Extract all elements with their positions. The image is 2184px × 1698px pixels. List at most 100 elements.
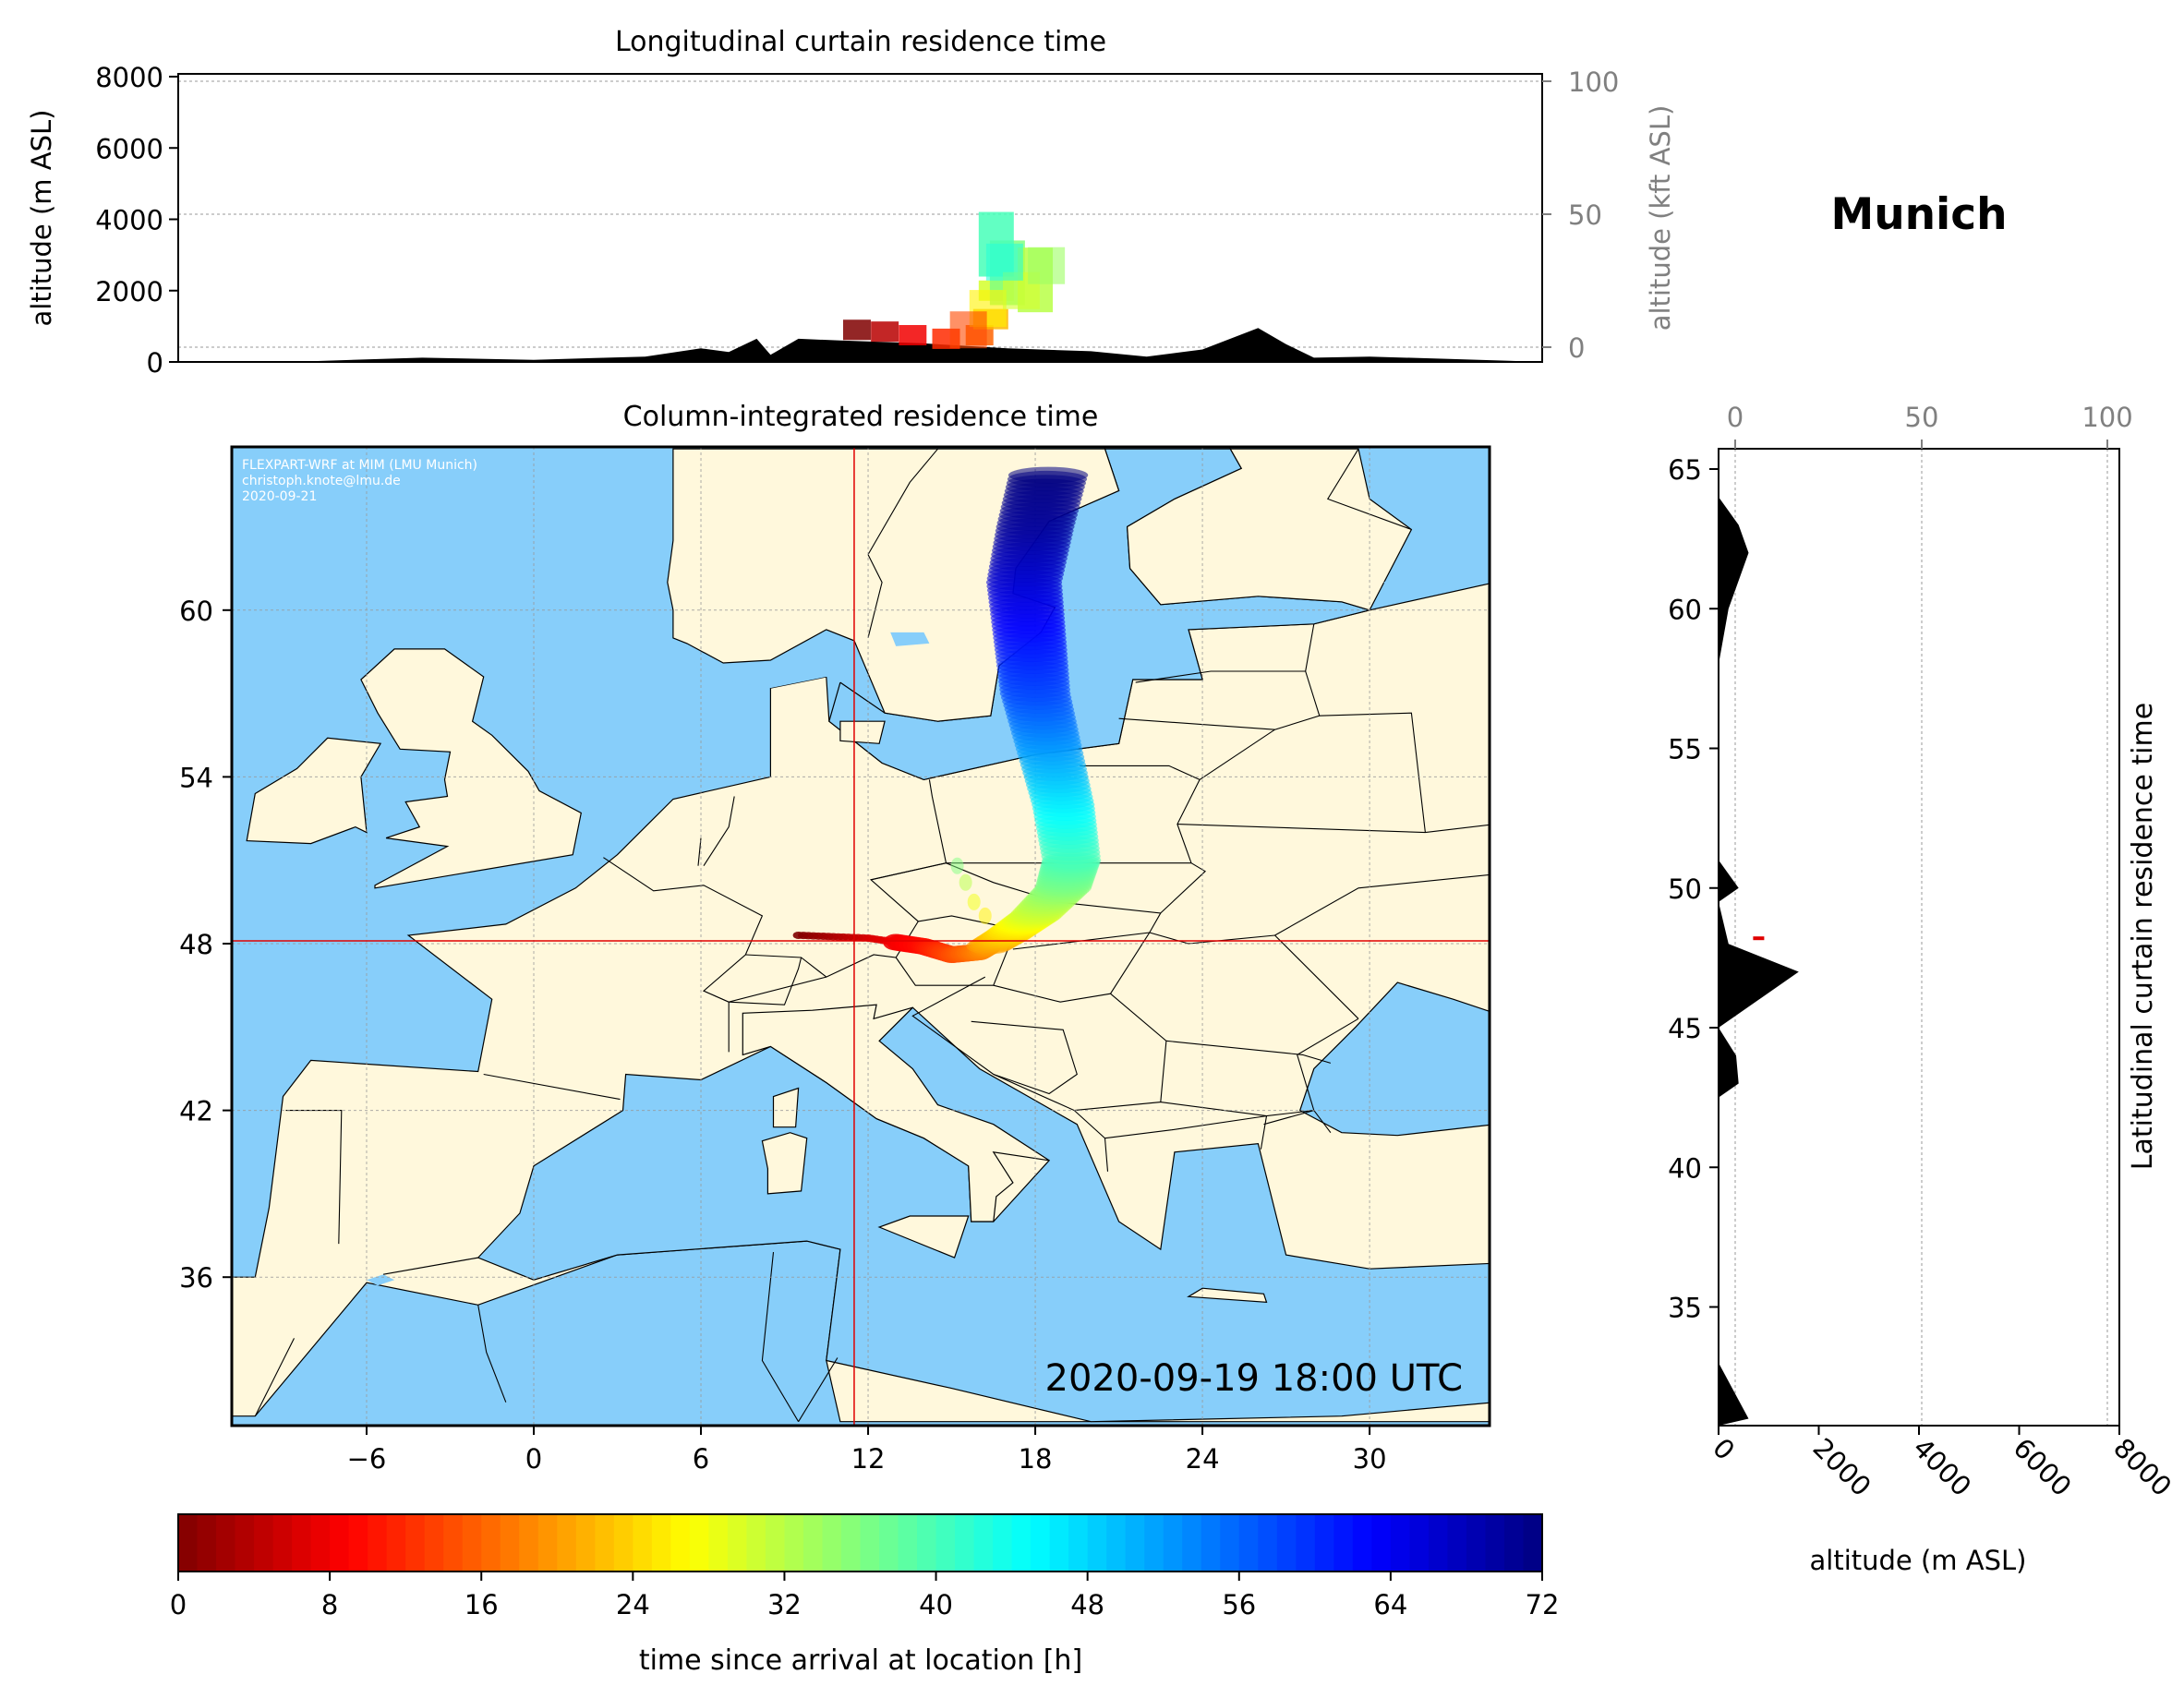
colorbar: [178, 1514, 1543, 1572]
country-border: [254, 1338, 295, 1416]
colorbar-tick-label: 56: [1222, 1589, 1256, 1620]
longitudinal-plume-cell: [985, 243, 1023, 281]
map-gridlines: [232, 447, 1490, 1426]
latitudinal-ytick-label: 65: [1668, 454, 1702, 486]
latitudinal-xtick-label: 8000: [2107, 1432, 2178, 1502]
colorbar-segment: [519, 1514, 539, 1572]
landmass-italy: [742, 1004, 1050, 1222]
landmass-zealand: [839, 720, 886, 744]
colorbar-segment: [348, 1514, 368, 1572]
latitudinal-title: Latitudinal curtain residence time: [2127, 703, 2159, 1170]
map-frame: [230, 445, 1491, 1427]
landmass-crete: [1187, 1287, 1268, 1303]
mediterranean-sea: [382, 1006, 1490, 1423]
map-timestamp: 2020-09-19 18:00 UTC: [1045, 1357, 1463, 1400]
colorbar-segment: [633, 1514, 653, 1572]
colorbar-label: time since arrival at location [h]: [639, 1644, 1082, 1677]
longitudinal-left-ticks: 0 2000 4000 6000 8000: [95, 62, 178, 379]
country-border: [798, 1357, 839, 1422]
colorbar-segment: [955, 1514, 975, 1572]
colorbar-segment: [1087, 1514, 1107, 1572]
latitudinal-ytick-label: 40: [1668, 1152, 1702, 1184]
latitudinal-plume-cell: [1753, 936, 1765, 941]
colorbar-segment: [879, 1514, 899, 1572]
country-border: [477, 1305, 507, 1403]
latitudinal-xtick-label: 0: [1707, 1432, 1741, 1466]
colorbar-segment: [708, 1514, 729, 1572]
map-xtick-label: 18: [1019, 1443, 1053, 1475]
country-border: [729, 957, 802, 1006]
colorbar-segment: [500, 1514, 520, 1572]
longitudinal-left-tick-label: 8000: [95, 62, 163, 93]
map-xtick-label: 24: [1186, 1443, 1220, 1475]
latitudinal-ytick-label: 45: [1668, 1013, 1702, 1044]
country-border: [1319, 712, 1426, 833]
skagerrak: [686, 629, 868, 689]
country-border: [946, 765, 1201, 864]
map-ytick-label: 48: [179, 929, 213, 960]
longitudinal-plume: [842, 211, 1066, 349]
landmass-corsica: [772, 1087, 800, 1128]
landmass-sicily: [877, 1215, 970, 1258]
map-ytick-label: 54: [179, 762, 213, 793]
landmass-sardinia: [761, 1132, 808, 1195]
longitudinal-left-tick-label: 0: [147, 347, 163, 379]
latitudinal-terrain: [1719, 449, 1799, 1426]
colorbar-segment: [330, 1514, 350, 1572]
colorbar-segment: [784, 1514, 804, 1572]
latitudinal-xtick-label: 2000: [1807, 1432, 1877, 1502]
colorbar-segment: [765, 1514, 786, 1572]
colorbar-segment: [424, 1514, 444, 1572]
longitudinal-terrain: [178, 328, 1542, 362]
credit-line-1: FLEXPART-WRF at MIM (LMU Munich): [242, 458, 477, 473]
longitudinal-ylabel-left: altitude (m ASL): [26, 110, 57, 327]
map-plume: [792, 466, 1102, 964]
country-border: [697, 837, 702, 866]
colorbar-segment: [386, 1514, 406, 1572]
country-border: [1274, 934, 1359, 1019]
map-xtick-label: −6: [347, 1443, 387, 1475]
colorbar-segment: [1314, 1514, 1334, 1572]
colorbar-segment: [1390, 1514, 1411, 1572]
colorbar-segment: [973, 1514, 994, 1572]
colorbar-segment: [651, 1514, 671, 1572]
colorbar-segment: [822, 1514, 842, 1572]
colorbar-segment: [557, 1514, 577, 1572]
map-panel: Column-integrated residence time FLEXPAR…: [179, 401, 1491, 1475]
colorbar-segment: [993, 1514, 1013, 1572]
longitudinal-title: Longitudinal curtain residence time: [615, 26, 1106, 58]
map-plume-cell: [978, 907, 992, 924]
country-border: [1160, 862, 1207, 914]
colorbar-segment: [595, 1514, 615, 1572]
colorbar-tick-label: 72: [1526, 1589, 1560, 1620]
latitudinal-xtick-label: 6000: [2008, 1432, 2078, 1502]
location-title: Munich: [1830, 189, 2007, 240]
colorbar-segment: [1049, 1514, 1069, 1572]
latitudinal-top-tick-label: 0: [1727, 402, 1744, 433]
colorbar-segment: [689, 1514, 709, 1572]
colorbar-segment: [443, 1514, 464, 1572]
latitudinal-plume: [1753, 936, 1765, 941]
lakes: [890, 546, 1490, 646]
colorbar-segment: [575, 1514, 596, 1572]
lake-vanern: [890, 632, 930, 646]
longitudinal-terrain-area: [178, 328, 1542, 362]
longitudinal-right-tick-label: 100: [1568, 66, 1619, 98]
colorbar-segment: [310, 1514, 331, 1572]
colorbar-segment: [1182, 1514, 1202, 1572]
colorbar-segment: [1447, 1514, 1467, 1572]
latitudinal-xlabel: altitude (m ASL): [1810, 1545, 2027, 1576]
colorbar-tick-label: 0: [170, 1589, 187, 1620]
country-border: [1135, 670, 1306, 683]
longitudinal-axes-frame: [177, 73, 1543, 363]
colorbar-segment: [802, 1514, 824, 1572]
colorbar-panel: 0 8 16 24 32 40 48 56 64 72 time since arrival at…: [170, 1513, 1560, 1677]
map-title: Column-integrated residence time: [623, 401, 1099, 433]
colorbar-segment: [746, 1514, 766, 1572]
country-border: [971, 1020, 1078, 1095]
colorbar-tick-label: 32: [767, 1589, 802, 1620]
map-plume-cell: [959, 873, 972, 891]
latitudinal-ytick-label: 35: [1668, 1293, 1702, 1324]
latitudinal-top-tick-label: 100: [2081, 402, 2132, 433]
country-border: [993, 932, 1275, 1003]
